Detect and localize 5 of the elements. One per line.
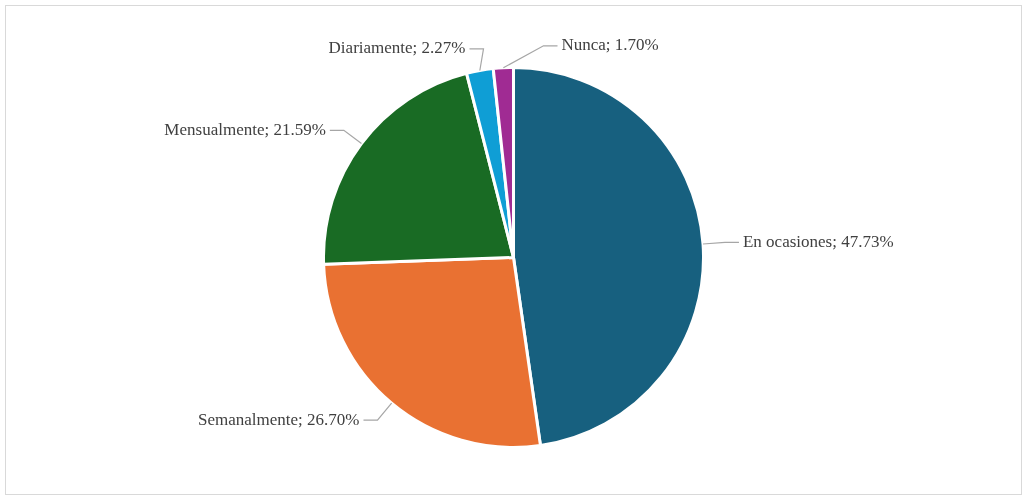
slice-label: Semanalmente; 26.70% xyxy=(198,409,360,429)
slice-label: Diariamente; 2.27% xyxy=(328,38,466,58)
slice-label: En ocasiones; 47.73% xyxy=(742,231,894,251)
slice-label: Mensualmente; 21.59% xyxy=(164,119,326,139)
slice-label: Nunca; 1.70% xyxy=(561,35,659,55)
